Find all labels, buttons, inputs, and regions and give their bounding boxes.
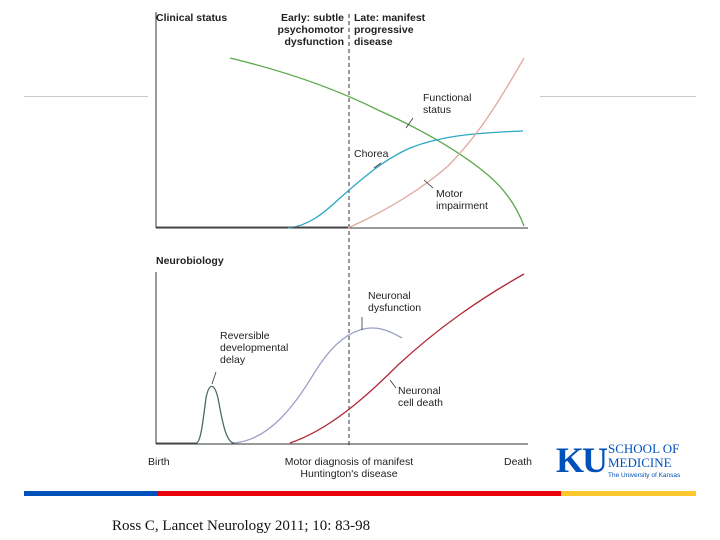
ku-school-of-medicine-logo: KU SCHOOL OF MEDICINE The University of … xyxy=(556,442,696,482)
neuronal-dysfunction-label: Neuronal dysfunction xyxy=(368,290,422,314)
x-axis-death-label: Death xyxy=(504,456,533,468)
neuronal-cell-death-curve xyxy=(289,273,525,444)
functional-status-curve xyxy=(229,57,525,227)
color-accent-bar xyxy=(24,491,696,496)
motor-leader xyxy=(423,179,434,189)
chorea-curve xyxy=(287,130,524,229)
chorea-leader xyxy=(373,162,382,169)
x-axis-birth-label: Birth xyxy=(148,456,170,468)
motor-impairment-curve xyxy=(347,57,525,229)
reversible-leader xyxy=(211,371,217,385)
logo-line-1: SCHOOL OF xyxy=(608,441,680,456)
clinical-status-heading: Clinical status xyxy=(156,12,228,24)
functional-status-label: Functional status xyxy=(423,92,472,116)
accent-bar-red xyxy=(158,491,561,496)
neurobiology-heading: Neurobiology xyxy=(156,255,224,267)
citation-text: Ross C, Lancet Neurology 2011; 10: 83-98 xyxy=(112,518,371,534)
phase-late-label: Late: manifest progressive disease xyxy=(354,12,426,48)
accent-bar-yellow xyxy=(561,491,696,496)
functional-leader xyxy=(405,117,414,129)
figure-svg xyxy=(155,12,528,448)
reversible-delay-label: Reversible developmental delay xyxy=(220,330,289,366)
motor-impairment-label: Motor impairment xyxy=(436,188,488,212)
x-axis-diagnosis-label: Motor diagnosis of manifest Huntington's… xyxy=(284,456,414,480)
logo-line-2: MEDICINE xyxy=(608,455,672,470)
phase-early-label: Early: subtle psychomotor dysfunction xyxy=(277,12,344,48)
neuronal-cell-death-label: Neuronal cell death xyxy=(398,385,443,409)
reversible-delay-curve xyxy=(195,385,235,444)
accent-bar-blue xyxy=(24,491,158,496)
death-leader xyxy=(389,379,397,389)
neuronal-dysfunction-curve xyxy=(233,327,403,444)
logo-subtitle: The University of Kansas xyxy=(608,472,681,479)
chorea-label: Chorea xyxy=(354,148,389,160)
huntington-figure: Clinical status Early: subtle psychomoto… xyxy=(148,0,540,488)
ku-mark: KU xyxy=(556,440,608,480)
